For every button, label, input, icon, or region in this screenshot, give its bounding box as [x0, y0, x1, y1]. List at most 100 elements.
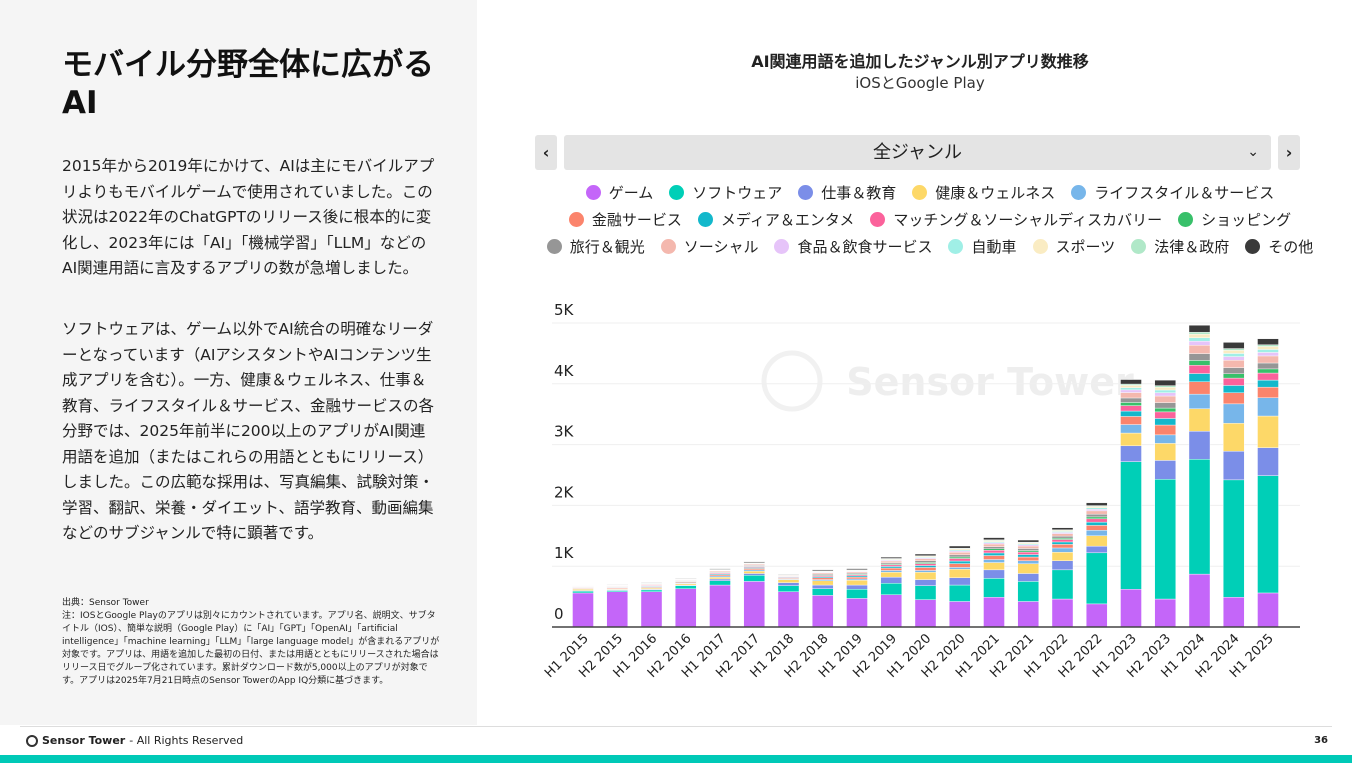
bar-segment	[1017, 548, 1039, 551]
legend-dot-icon	[948, 239, 964, 254]
bar-segment	[1051, 552, 1074, 561]
legend-label: その他	[1268, 238, 1314, 256]
bar-segment	[1086, 535, 1108, 547]
bar-segment	[880, 583, 902, 595]
bar-segment	[1188, 573, 1211, 628]
bar-segment	[1120, 402, 1142, 406]
bar-segment	[1017, 573, 1039, 582]
bar-segment	[1051, 535, 1074, 539]
bar-segment	[1223, 360, 1245, 368]
bar-segment	[1086, 516, 1108, 520]
legend-label: 自動車	[971, 238, 1017, 256]
bar-segment	[1017, 601, 1039, 628]
bar-segment	[1017, 551, 1039, 555]
bar-segment	[709, 576, 731, 580]
bar-segment	[1051, 527, 1074, 530]
bar-segment	[914, 585, 937, 600]
y-tick-label: 5K	[554, 301, 575, 319]
bar-segment	[1086, 552, 1108, 605]
bar-segment	[1017, 545, 1039, 549]
bar-segment	[1154, 407, 1176, 413]
genre-dropdown-value: 全ジャンル	[872, 142, 963, 163]
intro-paragraph: 2015年から2019年にかけて、AIは主にモバイルアプリよりもモバイルゲームで…	[62, 157, 435, 277]
bar-segment	[1154, 443, 1176, 461]
legend-item[interactable]: ソフトウェア	[669, 182, 782, 203]
bar-segment	[606, 591, 628, 628]
bar-segment	[1188, 334, 1211, 338]
legend-item[interactable]: メディア＆エンタメ	[697, 209, 854, 230]
bar-segment	[1223, 356, 1245, 361]
bar-segment	[846, 589, 868, 599]
legend-item[interactable]: ショッピング	[1178, 209, 1291, 230]
bar-segment	[949, 552, 971, 556]
legend-item[interactable]: 仕事＆教育	[798, 182, 896, 203]
bar-segment	[1257, 346, 1279, 350]
previous-genre-button[interactable]: ‹	[535, 135, 557, 170]
genre-dropdown[interactable]: 全ジャンル ⌄	[564, 135, 1271, 170]
bar-segment	[1154, 385, 1176, 388]
bar-segment	[1188, 345, 1211, 354]
bar-segment	[949, 560, 971, 564]
footer-logo: Sensor Tower - All Rights Reserved	[26, 734, 243, 747]
bar-segment	[572, 590, 594, 594]
bar-segment	[949, 563, 971, 568]
method-note: 注：IOSとGoogle Playのアプリは別々にカウントされています。アプリ名…	[62, 611, 440, 686]
bar-segment	[1120, 461, 1142, 590]
bar-segment	[1257, 372, 1279, 381]
bar-segment	[880, 566, 902, 569]
legend-item[interactable]: 金融サービス	[568, 209, 682, 230]
bar-segment	[983, 552, 1005, 556]
legend-dot-icon	[660, 239, 676, 254]
bar-segment	[1223, 353, 1245, 357]
bar-segment	[983, 550, 1005, 554]
next-genre-button[interactable]: ›	[1278, 135, 1300, 170]
legend-item[interactable]: スポーツ	[1032, 236, 1115, 257]
bar-segment	[1120, 379, 1142, 385]
bar-segment	[914, 563, 937, 566]
bar-segment	[914, 553, 937, 556]
bar-segment	[777, 591, 800, 628]
legend-item[interactable]: ゲーム	[585, 182, 653, 203]
bar-segment	[777, 585, 800, 592]
legend-item[interactable]: ライフスタイル＆サービス	[1071, 182, 1274, 203]
bar-segment	[1120, 424, 1142, 434]
legend-item[interactable]: その他	[1245, 236, 1313, 257]
bar-segment	[1120, 416, 1142, 425]
legend-item[interactable]: マッチング＆ソーシャルディスカバリー	[870, 209, 1162, 230]
bar-segment	[743, 570, 765, 574]
legend-item[interactable]: ソーシャル	[660, 236, 759, 257]
bar-segment	[1154, 392, 1176, 397]
bar-segment	[880, 576, 902, 584]
bar-segment	[1051, 569, 1074, 600]
legend-label: ソフトウェア	[692, 184, 783, 202]
bar-segment	[1188, 373, 1211, 382]
legend-item[interactable]: 自動車	[948, 236, 1017, 257]
bar-segment	[1051, 560, 1074, 571]
y-tick-label: 3K	[554, 423, 575, 441]
legend-item[interactable]: 食品＆飲食サービス	[774, 236, 932, 257]
bar-segment	[1086, 525, 1108, 531]
bar-segment	[983, 569, 1005, 579]
bar-segment	[1188, 325, 1211, 333]
bar-segment	[1257, 362, 1279, 370]
bar-segment	[1154, 389, 1176, 393]
bar-segment	[1051, 533, 1074, 537]
legend-item[interactable]: 旅行＆観光	[546, 236, 645, 257]
legend-item[interactable]: 法律＆政府	[1131, 236, 1229, 257]
bar-segment	[1188, 365, 1211, 374]
bar-segment	[914, 570, 937, 573]
bar-segment	[1051, 598, 1074, 628]
bar-segment	[846, 568, 868, 570]
bar-segment	[1257, 344, 1279, 347]
bar-segment	[1257, 349, 1279, 353]
legend-label: ソーシャル	[683, 238, 759, 256]
bar-segment	[1051, 539, 1074, 543]
bar-segment	[1120, 389, 1142, 393]
bar-segment	[880, 560, 902, 563]
bar-segment	[914, 560, 937, 563]
bar-segment	[914, 579, 937, 586]
bar-segment	[1257, 397, 1279, 417]
legend-item[interactable]: 健康＆ウェルネス	[912, 182, 1055, 203]
legend-dot-icon	[1071, 185, 1087, 200]
